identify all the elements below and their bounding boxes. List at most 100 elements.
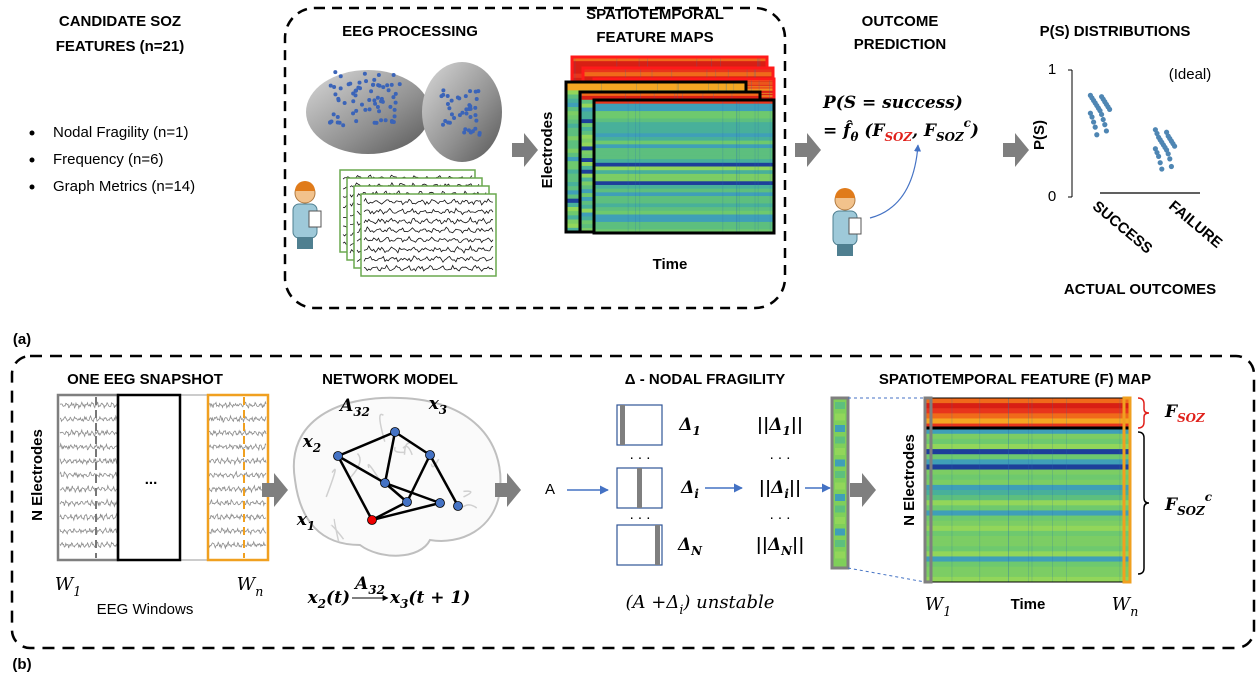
data-point bbox=[1104, 128, 1109, 133]
data-point bbox=[1091, 119, 1096, 124]
text-part: 2 bbox=[312, 441, 321, 455]
electrode bbox=[368, 107, 372, 111]
snapshot-title: ONE EEG SNAPSHOT bbox=[67, 371, 223, 388]
electrode bbox=[329, 120, 333, 124]
heatmap-row bbox=[925, 480, 1130, 485]
heatmap-row bbox=[594, 118, 774, 122]
y-tick-label: 0 bbox=[1048, 188, 1056, 205]
network-node bbox=[368, 516, 377, 525]
heatmap-row bbox=[594, 218, 774, 222]
electrode bbox=[360, 103, 364, 107]
electrode bbox=[477, 133, 481, 137]
electrode bbox=[387, 88, 391, 92]
electrode bbox=[467, 128, 471, 132]
text-part: 32 bbox=[368, 583, 385, 597]
heatmap-row bbox=[925, 418, 1130, 423]
text-part: || bbox=[791, 415, 803, 435]
electrode bbox=[462, 131, 466, 135]
electrode bbox=[471, 129, 475, 133]
text-part: 1 bbox=[692, 424, 700, 438]
heatmap-row bbox=[594, 104, 774, 108]
text-part: ||Δ bbox=[757, 415, 783, 435]
heatmap-row bbox=[925, 459, 1130, 464]
electrode bbox=[363, 72, 367, 76]
panel-label: (a) bbox=[13, 331, 31, 348]
network-node bbox=[454, 502, 463, 511]
soz-label: FSOZ bbox=[1164, 402, 1206, 426]
chart-title: P(S) DISTRIBUTIONS bbox=[1040, 23, 1191, 40]
electrode bbox=[390, 83, 394, 87]
heatmap-row bbox=[594, 148, 774, 152]
electrode bbox=[476, 89, 480, 93]
perturbation-column bbox=[655, 525, 660, 565]
doctor-clipboard bbox=[849, 218, 861, 234]
text-part: Δ bbox=[677, 535, 691, 555]
heatmap-row bbox=[925, 403, 1130, 408]
heatmap-row bbox=[925, 516, 1130, 521]
text-part: n bbox=[1130, 604, 1138, 619]
text-part: (t) bbox=[326, 588, 350, 608]
text-part: 2 bbox=[317, 597, 326, 611]
text-part: SOZ bbox=[1177, 411, 1206, 425]
electrode bbox=[450, 99, 454, 103]
heatmap-row bbox=[594, 196, 774, 200]
ellipsis: ... bbox=[145, 471, 158, 488]
perturbation-column bbox=[620, 405, 625, 445]
non-soz-label: FSOZc bbox=[1164, 490, 1213, 518]
text-part: || bbox=[789, 478, 801, 498]
brace bbox=[1138, 432, 1149, 574]
caption: EEG Windows bbox=[97, 601, 194, 618]
data-point bbox=[1158, 160, 1163, 165]
data-point bbox=[1093, 125, 1098, 130]
vector-cell bbox=[835, 540, 845, 547]
vector-cell bbox=[835, 437, 845, 444]
electrode bbox=[372, 78, 376, 82]
brain-outline bbox=[294, 398, 501, 556]
x-tick-label: FAILURE bbox=[1165, 197, 1225, 251]
data-point bbox=[1089, 114, 1094, 119]
heatmap-row bbox=[594, 115, 774, 119]
text-part: ) unstable bbox=[682, 592, 774, 613]
text-part: i bbox=[694, 487, 699, 501]
heatmap-row bbox=[594, 122, 774, 126]
feature-item: Graph Metrics (n=14) bbox=[53, 178, 195, 195]
brace bbox=[1138, 398, 1149, 428]
electrode bbox=[381, 85, 385, 89]
brain-side bbox=[306, 70, 430, 154]
text-part: SOZ bbox=[884, 130, 913, 144]
heatmap-row bbox=[594, 207, 774, 211]
time-label: Time bbox=[1011, 596, 1046, 613]
electrode bbox=[394, 101, 398, 105]
network-node bbox=[334, 452, 343, 461]
heatmap-row bbox=[925, 454, 1130, 459]
heatmap-row bbox=[925, 398, 1130, 403]
window-label: W1 bbox=[925, 594, 952, 619]
heatmap-row bbox=[925, 444, 1130, 449]
vector-cell bbox=[835, 506, 845, 513]
electrodes-label: N Electrodes bbox=[29, 429, 46, 521]
heatmap-row bbox=[594, 215, 774, 219]
electrode bbox=[377, 73, 381, 77]
bullet bbox=[30, 131, 35, 136]
electrode bbox=[341, 123, 345, 127]
electrode bbox=[475, 97, 479, 101]
data-point bbox=[1094, 132, 1099, 137]
flow-arrow bbox=[512, 133, 538, 167]
heatmap-row bbox=[594, 226, 774, 230]
electrode bbox=[339, 74, 343, 78]
heatmap-row bbox=[925, 408, 1130, 413]
heatmap-row bbox=[925, 434, 1130, 439]
vector-cell bbox=[835, 494, 845, 501]
electrode bbox=[356, 86, 360, 90]
heatmap-row bbox=[594, 126, 774, 130]
norm-label: ||Δ1|| bbox=[757, 415, 803, 439]
features-title: FEATURES (n=21) bbox=[56, 38, 185, 55]
electrode bbox=[460, 111, 464, 115]
zoom-line bbox=[848, 568, 925, 582]
heatmap-row bbox=[594, 185, 774, 189]
separator: . . . bbox=[630, 506, 651, 523]
electrode bbox=[347, 82, 351, 86]
data-point bbox=[1102, 122, 1107, 127]
text-part: = bbox=[823, 121, 843, 141]
network-title: NETWORK MODEL bbox=[322, 371, 458, 388]
